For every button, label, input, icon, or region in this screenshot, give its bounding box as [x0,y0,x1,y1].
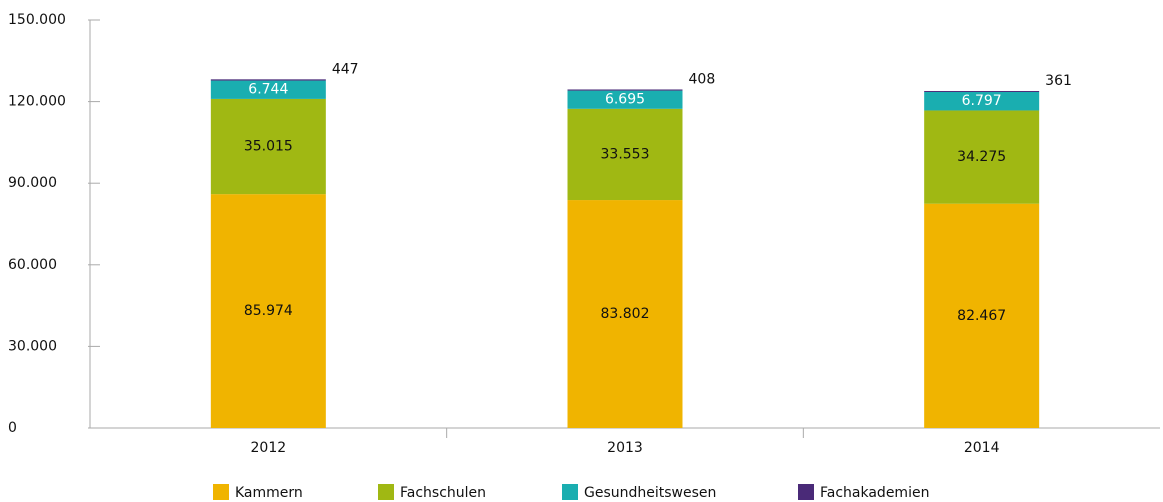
y-tick-label: 90.000 [8,175,57,191]
legend-swatch [562,484,578,500]
legend-swatch [798,484,814,500]
legend-label: Kammern [235,485,303,501]
bar-segment [210,194,326,428]
x-tick-label: 2014 [964,440,1000,456]
data-label: 82.467 [957,308,1006,324]
bar-segment [924,90,1040,92]
data-label: 34.275 [957,149,1006,165]
data-label: 408 [689,71,716,87]
x-tick-label: 2012 [251,440,287,456]
legend-swatch [378,484,394,500]
legend-label: Fachakademien [820,485,929,501]
bar-segment [924,203,1040,428]
data-label: 35.015 [244,139,293,155]
bar-segment [567,108,683,201]
x-tick-label: 2013 [607,440,643,456]
legend-label: Fachschulen [400,485,486,501]
y-tick-label: 60.000 [8,257,57,273]
data-label: 447 [332,61,359,77]
data-label: 361 [1045,73,1072,89]
data-label: 83.802 [601,306,650,322]
legend-label: Gesundheitswesen [584,485,716,501]
data-label: 6.695 [605,92,645,108]
bar-segment [210,98,326,195]
data-label: 6.744 [248,82,288,98]
y-tick-label: 120.000 [8,94,66,110]
data-label: 6.797 [962,93,1002,109]
y-tick-label: 0 [8,420,17,436]
bar-segment [210,79,326,81]
bar-segment [567,90,683,109]
bar-segment [567,200,683,428]
bar-segment [924,110,1040,204]
bar-segment [924,91,1040,111]
bar-segment [567,89,683,91]
bar-segment [210,80,326,99]
y-tick-label: 30.000 [8,338,57,354]
legend-swatch [213,484,229,500]
y-tick-label: 150.000 [8,12,66,28]
data-label: 85.974 [244,303,293,319]
data-label: 33.553 [601,146,650,162]
